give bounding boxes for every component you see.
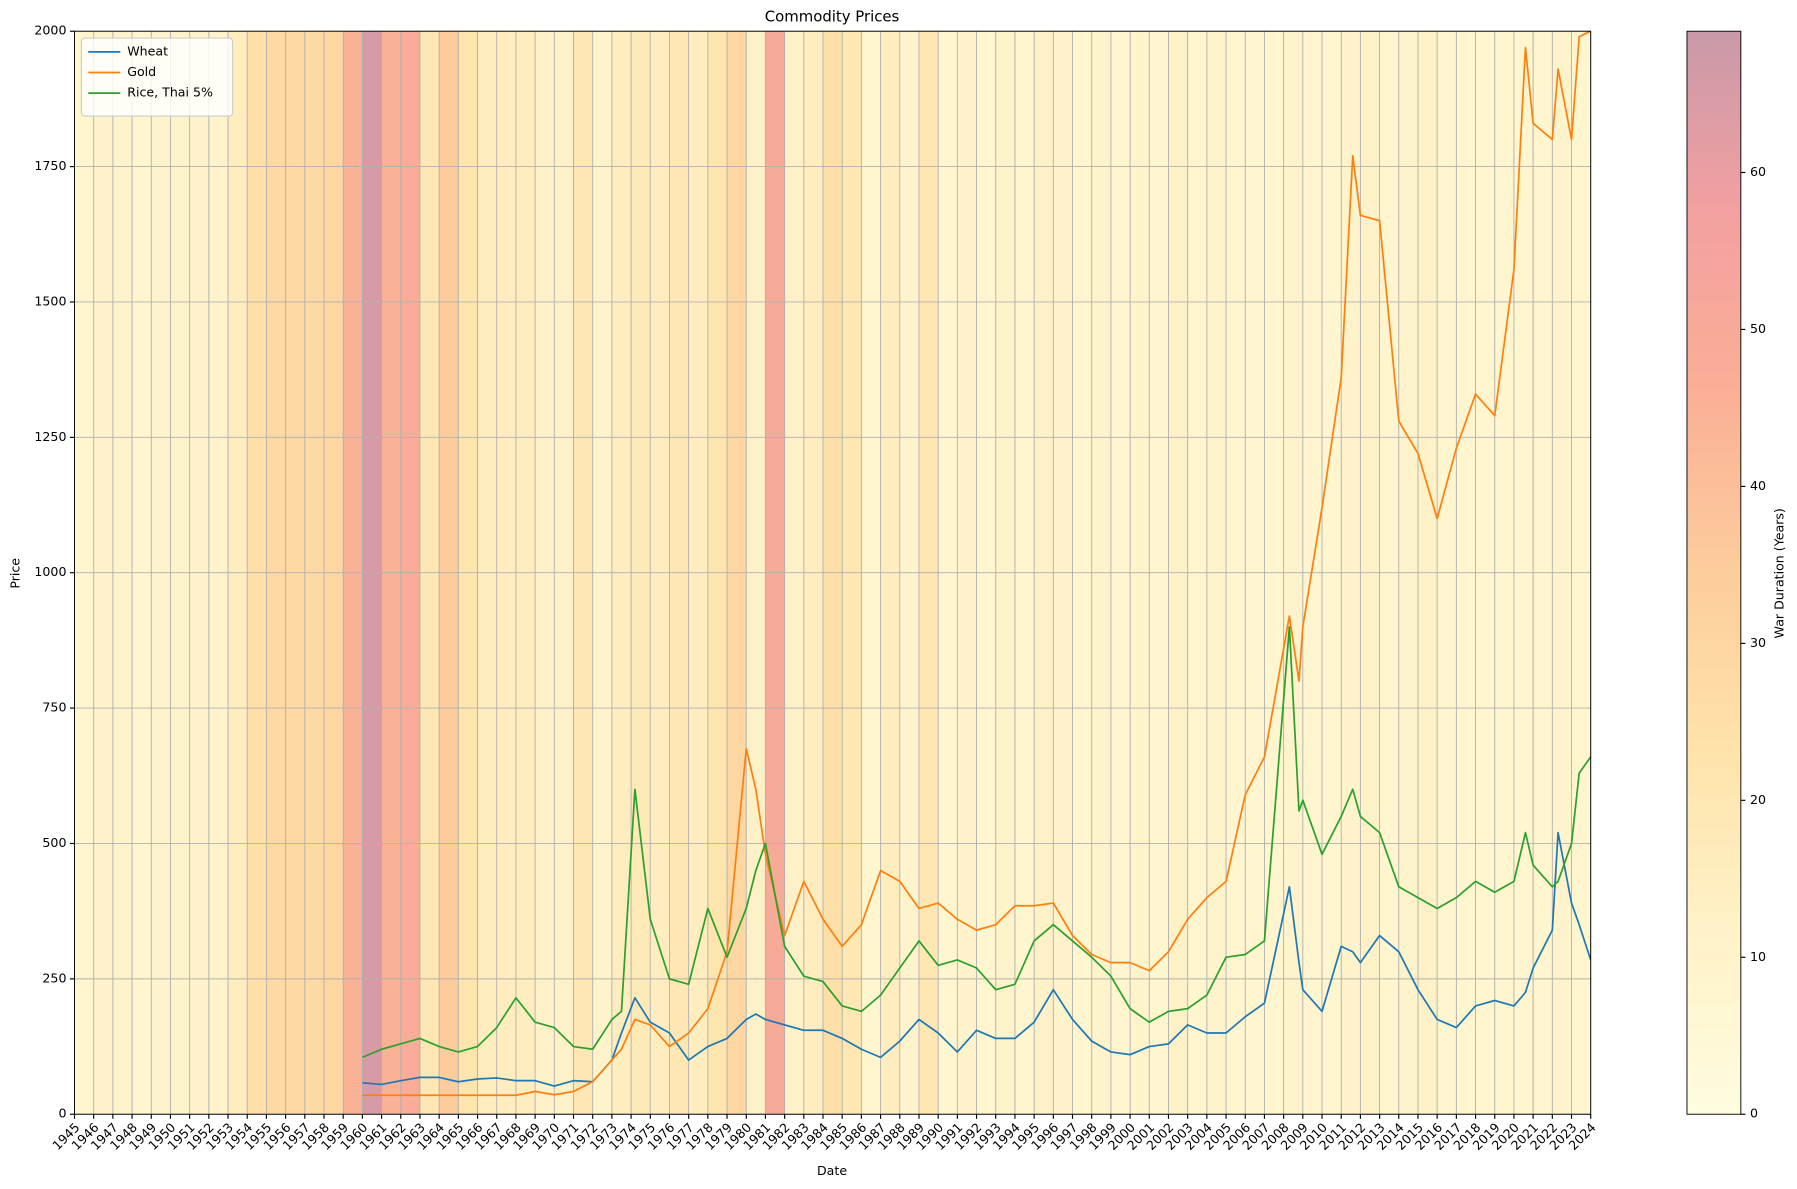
y-tick-label: 2000 bbox=[34, 23, 66, 38]
legend-label: Wheat bbox=[127, 43, 168, 58]
series-line bbox=[362, 831, 1591, 1087]
colorbar-label: War Duration (Years) bbox=[1771, 508, 1786, 638]
y-axis-label: Price bbox=[8, 558, 23, 589]
lines bbox=[362, 31, 1591, 1097]
y-tick-label: 1500 bbox=[34, 293, 66, 308]
colorbar-tick-label: 0 bbox=[1750, 1106, 1758, 1121]
colorbar-tick-label: 30 bbox=[1750, 635, 1766, 650]
x-axis-label: Date bbox=[817, 1163, 847, 1178]
colorbar-tick-label: 60 bbox=[1750, 164, 1766, 179]
chart-title: Commodity Prices bbox=[765, 7, 900, 25]
colorbar bbox=[1686, 30, 1742, 1115]
colorbar-tick-label: 40 bbox=[1750, 478, 1766, 493]
y-tick-label: 1750 bbox=[34, 158, 66, 173]
legend-box bbox=[80, 37, 234, 117]
colorbar-tick-label: 50 bbox=[1750, 321, 1766, 336]
y-tick-label: 1250 bbox=[34, 429, 66, 444]
series-line bbox=[362, 31, 1591, 1097]
legend: Wheat Gold Rice, Thai 5% bbox=[80, 37, 234, 117]
y-tick-label: 750 bbox=[42, 700, 66, 715]
y-tick-label: 1000 bbox=[34, 564, 66, 579]
legend-label: Rice, Thai 5% bbox=[127, 85, 213, 100]
y-tick-label: 250 bbox=[42, 970, 66, 985]
series-line bbox=[362, 626, 1591, 1059]
colorbar-tick-label: 10 bbox=[1750, 949, 1766, 964]
legend-label: Gold bbox=[127, 64, 156, 79]
y-tick-label: 500 bbox=[42, 835, 66, 850]
colorbar-tick-label: 20 bbox=[1750, 792, 1766, 807]
y-tick-label: 0 bbox=[58, 1106, 66, 1121]
